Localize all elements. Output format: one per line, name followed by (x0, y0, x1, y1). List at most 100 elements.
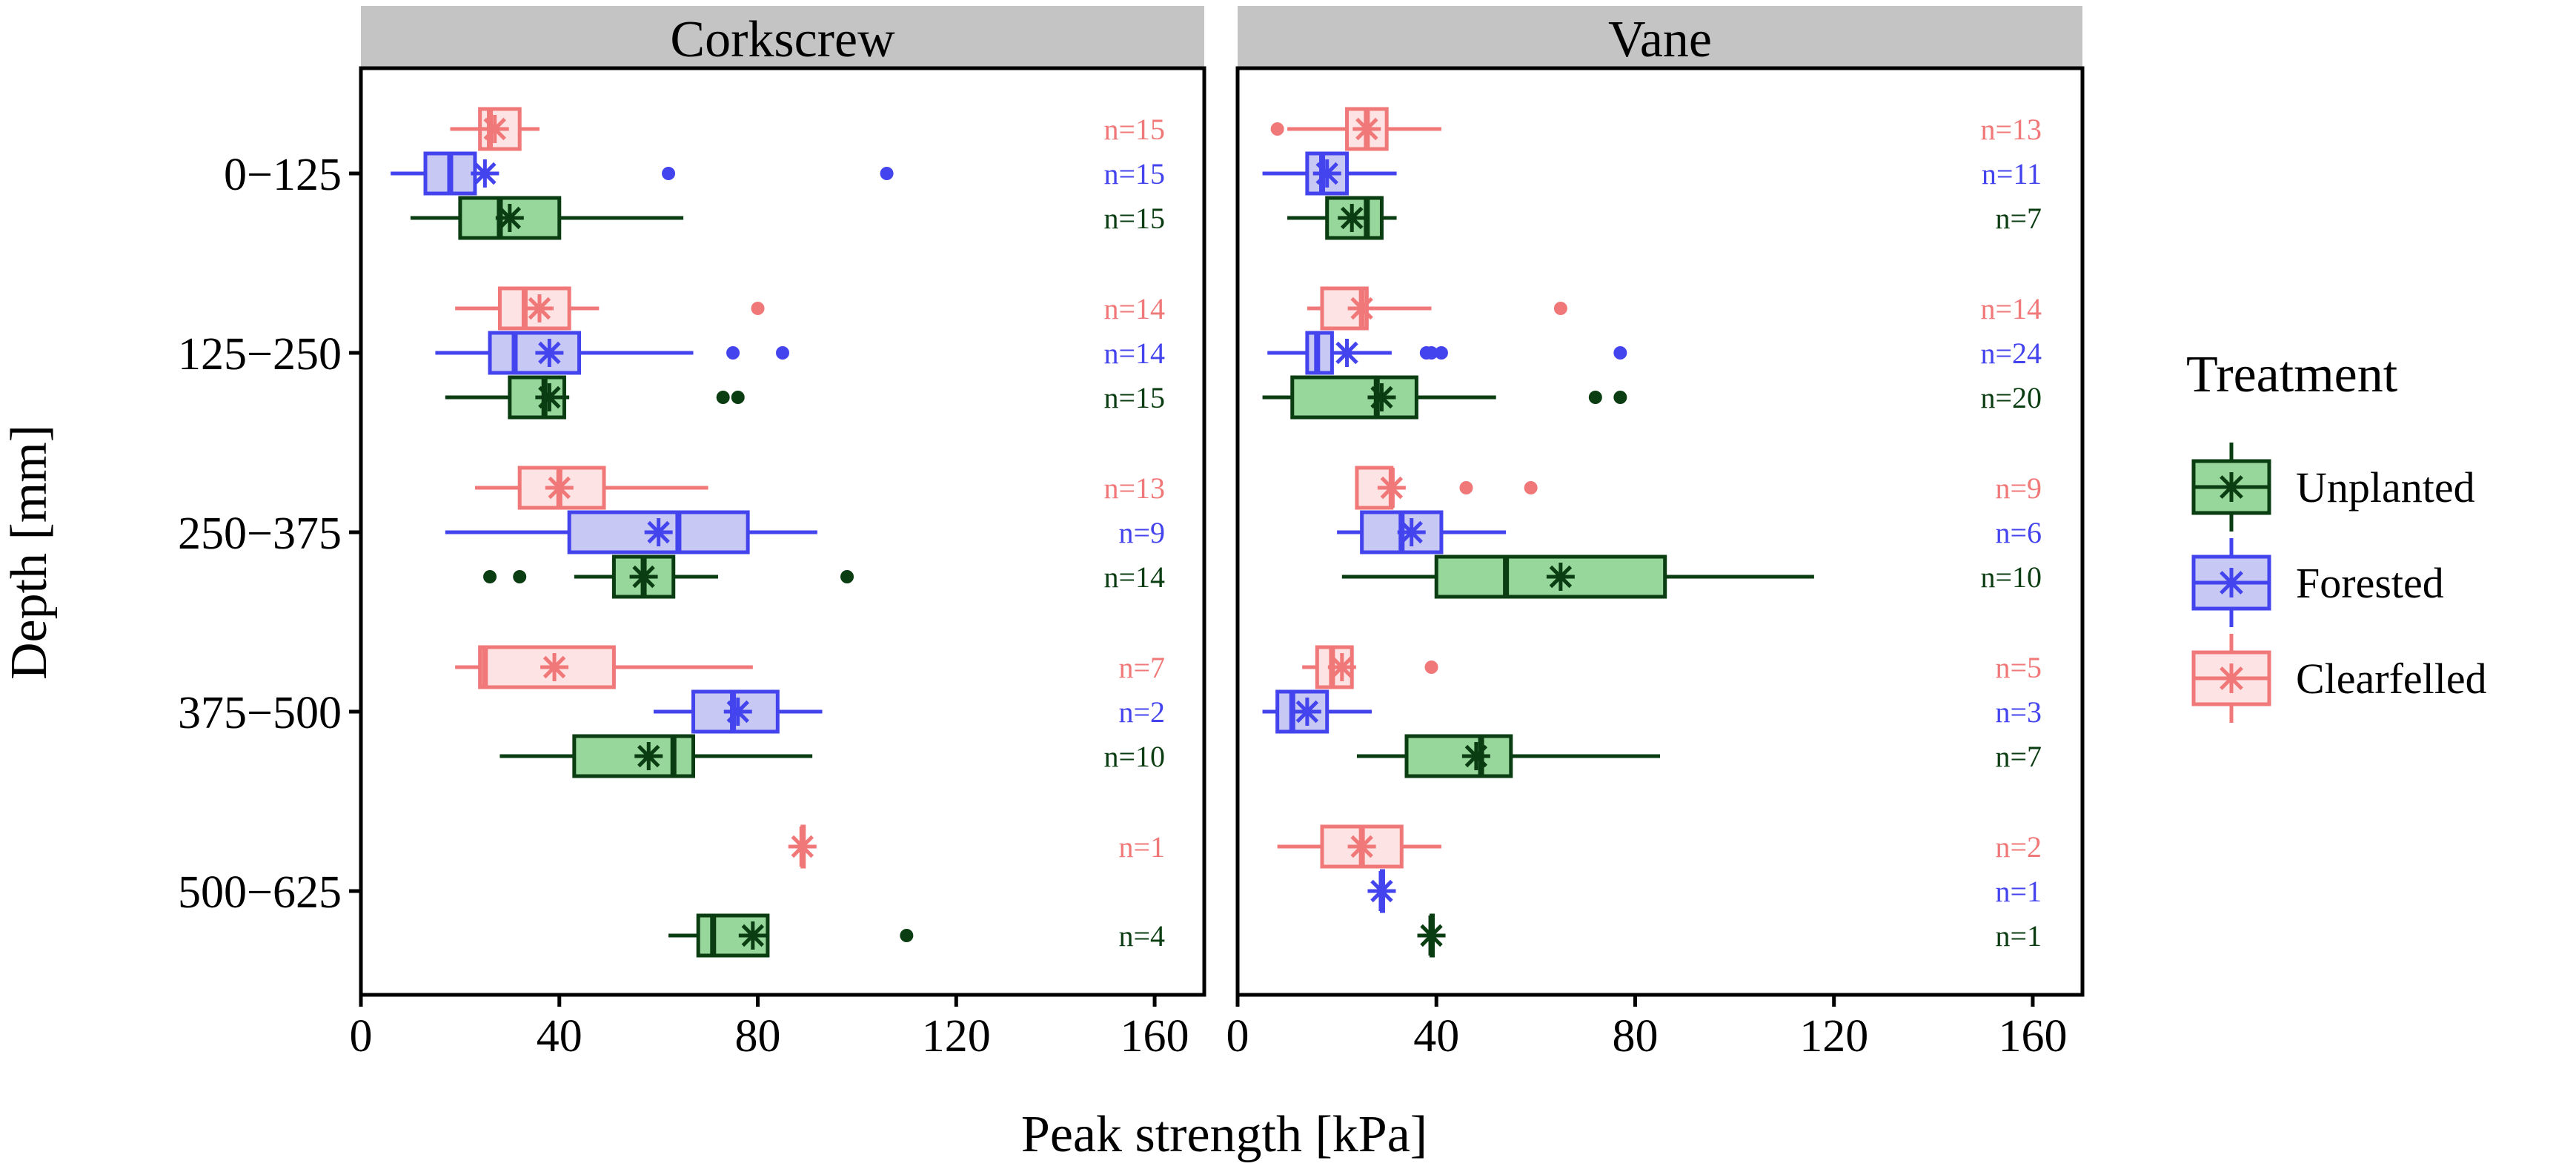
legend-title: Treatment (2186, 346, 2398, 403)
mean-marker (1367, 383, 1396, 411)
outlier-point (1434, 346, 1448, 360)
x-tick-label: 160 (1121, 1011, 1189, 1062)
box-forested: n=3 (1262, 689, 2042, 734)
box-clearfelled: n=14 (1307, 286, 2042, 331)
n-label: n=5 (1995, 651, 2042, 684)
box-forested: n=2 (653, 689, 1165, 734)
iqr-box (497, 286, 571, 331)
n-label: n=2 (1118, 695, 1165, 729)
box-unplanted: n=10 (499, 734, 1165, 778)
mean-marker (1417, 921, 1446, 950)
box-clearfelled: n=2 (1277, 824, 2042, 869)
outlier-point (1270, 122, 1284, 136)
mean-marker (1377, 474, 1406, 502)
y-tick-label: 250−375 (178, 509, 342, 559)
outlier-point (1613, 391, 1627, 404)
box-clearfelled: n=13 (1270, 107, 2042, 151)
box-unplanted: n=7 (1356, 734, 2042, 778)
n-label: n=4 (1118, 919, 1165, 953)
n-label: n=13 (1103, 471, 1165, 505)
box-unplanted: n=20 (1262, 375, 2042, 420)
mean-marker (525, 294, 554, 322)
mean-marker (723, 698, 752, 726)
x-tick-label: 40 (1413, 1011, 1459, 1062)
iqr-box (1404, 734, 1513, 778)
panel-vane: Vanen=13n=11n=7n=14n=24n=20n=9n=6n=10n=5… (1226, 6, 2085, 1062)
n-label: n=14 (1980, 292, 2042, 325)
mean-marker (1347, 294, 1376, 322)
outlier-point (840, 570, 854, 583)
mean-marker (629, 563, 658, 591)
outlier-point (1553, 302, 1567, 315)
legend-label: Clearfelled (2296, 655, 2487, 703)
n-label: n=15 (1103, 113, 1165, 146)
n-label: n=11 (1982, 157, 2042, 191)
n-label: n=7 (1995, 740, 2042, 773)
legend-item-unplanted: Unplanted (2191, 443, 2475, 532)
box-clearfelled: n=13 (474, 466, 1165, 510)
box-unplanted: n=4 (668, 913, 1165, 958)
mean-marker (1327, 653, 1356, 681)
n-label: n=2 (1995, 830, 2042, 864)
outlier-point (1459, 481, 1473, 494)
n-label: n=1 (1118, 830, 1165, 864)
n-label: n=7 (1118, 651, 1165, 684)
mean-marker (738, 921, 767, 950)
x-tick-label: 120 (922, 1011, 991, 1062)
mean-marker (1338, 204, 1367, 232)
n-label: n=9 (1995, 471, 2042, 505)
iqr-box (1290, 375, 1418, 420)
mean-marker (535, 383, 564, 411)
outlier-point (513, 570, 527, 583)
box-forested: n=24 (1267, 331, 2042, 375)
n-label: n=13 (1980, 113, 2042, 146)
outlier-point (1424, 661, 1438, 674)
box-unplanted: n=15 (410, 196, 1165, 240)
x-tick-label: 80 (735, 1011, 781, 1062)
n-label: n=1 (1995, 875, 2042, 908)
n-label: n=15 (1103, 157, 1165, 191)
x-tick-label: 80 (1612, 1011, 1658, 1062)
mean-marker (1352, 115, 1381, 143)
outlier-point (1613, 346, 1627, 360)
box-clearfelled: n=1 (788, 824, 1165, 869)
outlier-point (751, 302, 765, 315)
legend-item-forested: Forested (2191, 538, 2444, 627)
box-unplanted: n=14 (483, 554, 1165, 599)
n-label: n=15 (1103, 381, 1165, 414)
mean-marker (471, 159, 499, 188)
x-axis-title: Peak strength [kPa] (1021, 1106, 1427, 1163)
y-tick-label: 500−625 (178, 867, 342, 918)
outlier-point (1524, 481, 1538, 494)
mean-marker (644, 518, 673, 546)
mean-marker (634, 742, 663, 770)
outlier-point (731, 391, 745, 404)
mean-marker (1397, 518, 1426, 546)
box-forested: n=14 (435, 331, 1165, 375)
mean-marker (1546, 563, 1575, 591)
mean-marker (1332, 339, 1361, 367)
panel-strip (361, 6, 1204, 68)
n-label: n=7 (1995, 202, 2042, 235)
box-unplanted: n=7 (1287, 196, 2042, 240)
y-tick-label: 375−500 (178, 688, 342, 738)
legend: Treatment Unplanted Forested Clearfelled (2186, 346, 2487, 723)
n-label: n=20 (1980, 381, 2042, 414)
box-clearfelled: n=7 (455, 645, 1165, 689)
legend-label: Unplanted (2296, 463, 2475, 511)
panel-title: Vane (1608, 11, 1712, 68)
mean-marker (495, 204, 524, 232)
mean-marker (535, 339, 564, 367)
mean-marker (1312, 159, 1341, 188)
box-clearfelled: n=14 (455, 286, 1165, 331)
panels: Corkscrew n=15 n=15 n=15 n=14 n=14 n=15 n=13 n=9… (178, 6, 2085, 1062)
outlier-point (483, 570, 497, 583)
mean-marker (1347, 832, 1376, 861)
mean-marker (788, 832, 817, 861)
panel-border (1235, 66, 2085, 997)
n-label: n=10 (1103, 740, 1165, 773)
box-unplanted: n=10 (1341, 554, 2042, 599)
n-label: n=15 (1103, 202, 1165, 235)
box-forested: n=11 (1262, 151, 2042, 196)
outlier-point (662, 167, 676, 180)
